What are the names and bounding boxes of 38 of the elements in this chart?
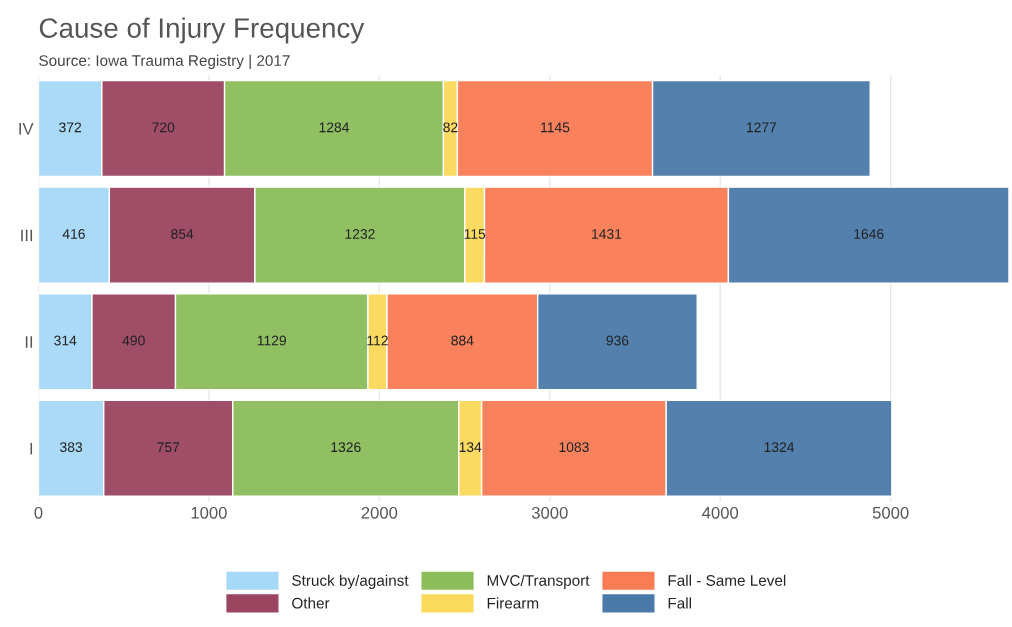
- chart-subtitle: Source: Iowa Trauma Registry | 2017: [39, 54, 290, 70]
- data-label: 1431: [592, 229, 622, 239]
- legend-label: MVC/Transport: [487, 574, 590, 589]
- x-tick-label: 3000: [531, 506, 568, 519]
- chart-title: Cause of Injury Frequency: [39, 17, 365, 44]
- data-label: 1145: [541, 122, 570, 133]
- legend-label: Firearm: [487, 597, 539, 609]
- data-label: 1324: [764, 442, 795, 453]
- data-label: 1284: [319, 122, 350, 133]
- x-tick-label: 4000: [702, 506, 739, 519]
- data-label: 314: [54, 335, 77, 346]
- legend-label: Fall - Same Level: [668, 574, 786, 586]
- y-tick-label: II: [25, 336, 33, 348]
- x-tick-label: 2000: [361, 506, 398, 519]
- x-tick-label: 1000: [191, 506, 227, 519]
- legend-label: Fall: [668, 597, 692, 609]
- data-label: 490: [122, 335, 145, 346]
- data-label: 936: [606, 335, 629, 346]
- x-tick-label: 5000: [872, 506, 909, 519]
- legend-label: Other: [292, 597, 330, 609]
- data-label: 884: [451, 335, 474, 346]
- data-label: 1232: [345, 229, 375, 239]
- y-tick-label: I: [30, 442, 33, 455]
- data-label: 757: [157, 442, 180, 453]
- data-label: 1326: [331, 442, 361, 453]
- y-tick-label: IV: [19, 123, 34, 135]
- y-tick-label: III: [21, 229, 33, 242]
- x-tick-label: 0: [34, 506, 43, 519]
- data-label: 720: [152, 122, 175, 133]
- data-label: 1083: [559, 442, 589, 453]
- data-label: 383: [60, 442, 83, 453]
- data-label: 1129: [257, 335, 286, 346]
- legend-label: Struck by/against: [292, 574, 409, 589]
- data-label: 854: [171, 229, 194, 239]
- data-label: 1277: [747, 122, 777, 133]
- data-label: 416: [62, 229, 85, 239]
- data-label: 372: [59, 122, 82, 133]
- data-label: 1646: [854, 229, 884, 239]
